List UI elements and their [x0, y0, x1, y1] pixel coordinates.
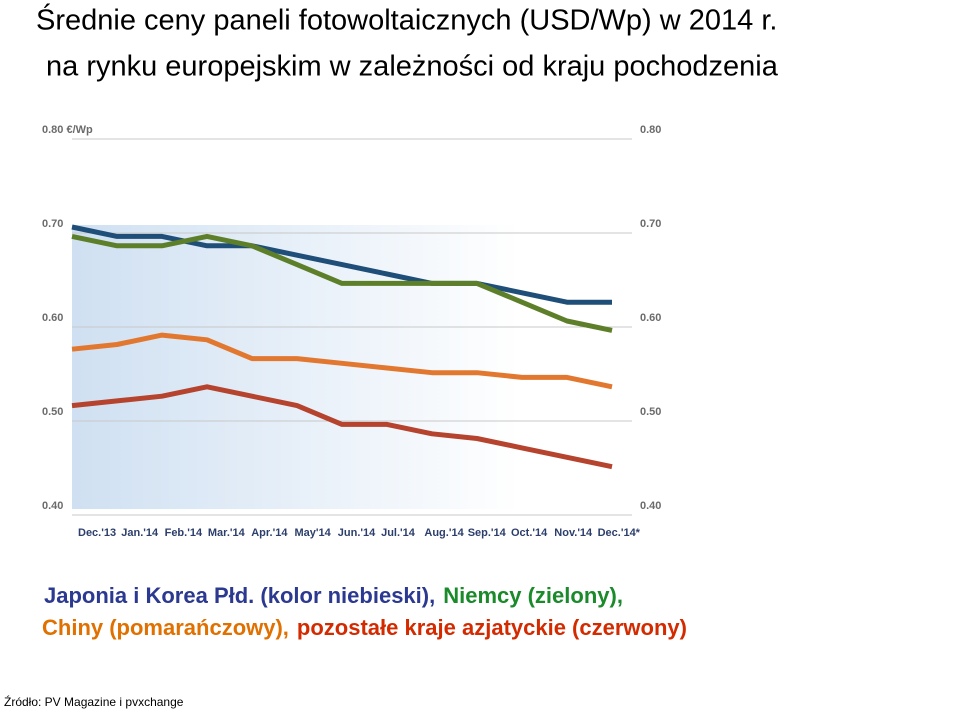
series-line: [71, 233, 613, 333]
chart-title: Średnie ceny paneli fotowoltaicznych (US…: [36, 3, 777, 37]
legend-entry: Japonia i Korea Płd. (kolor niebieski),: [44, 583, 435, 608]
y-tick-label: 0.80 €/Wp: [42, 124, 93, 136]
x-tick-label: Dec.'13: [78, 527, 116, 539]
y-tick-label: 0.50: [42, 406, 63, 418]
legend-entry: Niemcy (zielony),: [443, 583, 623, 608]
plot-background: [72, 225, 632, 509]
x-tick-label: Mar.'14: [208, 527, 246, 539]
x-tick-label: Jun.'14: [338, 527, 376, 539]
x-tick-label: Dec.'14*: [598, 527, 641, 539]
x-tick-label: Nov.'14: [554, 527, 593, 539]
x-tick-label: Apr.'14: [251, 527, 288, 539]
series-line: [71, 332, 613, 390]
x-tick-label: Jan.'14: [121, 527, 159, 539]
x-tick-label: Oct.'14: [511, 527, 548, 539]
y2-tick-label: 0.50: [640, 406, 661, 418]
y2-tick-label: 0.80: [640, 124, 661, 136]
legend-entry: Chiny (pomarańczowy),: [42, 615, 289, 640]
x-tick-label: Aug.'14: [424, 527, 464, 539]
y2-tick-label: 0.60: [640, 312, 661, 324]
x-tick-label: May'14: [295, 527, 332, 539]
source: Źródło: PV Magazine i pvxchange: [4, 694, 184, 709]
y2-tick-label: 0.40: [640, 500, 661, 512]
series-line: [71, 384, 613, 470]
y-tick-label: 0.70: [42, 218, 63, 230]
legend: Chiny (pomarańczowy), pozostałe kraje azj…: [42, 615, 687, 640]
y-tick-label: 0.40: [42, 500, 63, 512]
x-tick-label: Jul.'14: [381, 527, 416, 539]
legend-entry: pozostałe kraje azjatyckie (czerwony): [297, 615, 687, 640]
chart-subtitle: na rynku europejskim w zależności od kra…: [46, 51, 779, 83]
y-tick-label: 0.60: [42, 312, 63, 324]
y2-tick-label: 0.70: [640, 218, 661, 230]
x-tick-label: Feb.'14: [165, 527, 203, 539]
series-line: [71, 224, 612, 305]
legend: Japonia i Korea Płd. (kolor niebieski), N…: [44, 583, 623, 608]
x-tick-label: Sep.'14: [468, 527, 507, 539]
